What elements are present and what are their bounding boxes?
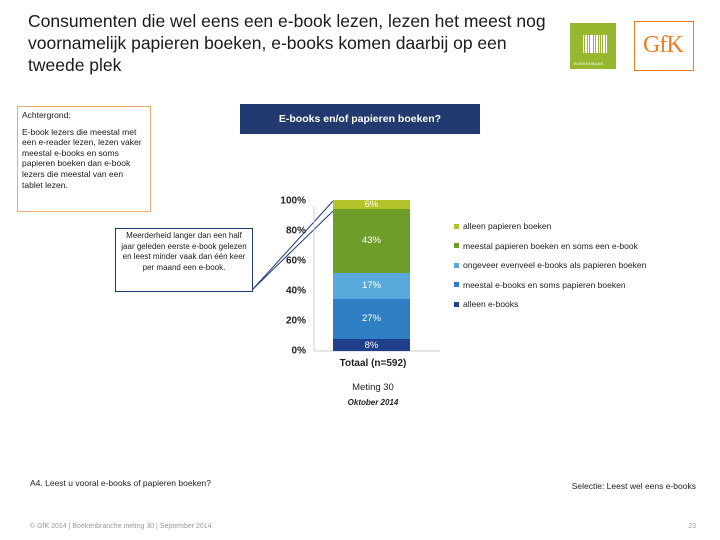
x-axis-category-label: Totaal (n=592) — [339, 358, 407, 369]
background-note-heading: Achtergrond: — [22, 110, 71, 120]
legend-label: alleen e-books — [463, 299, 519, 309]
y-tick-label: 100% — [280, 195, 306, 207]
legend-item: meestal e-books en soms papieren boeken — [454, 280, 626, 290]
legend-swatch — [454, 301, 459, 307]
bar-segment: 6% — [333, 198, 410, 210]
legend-label: ongeveer evenveel e-books als papieren b… — [463, 260, 647, 270]
y-axis-labels: 0% 20% 40% 60% 80% 100% — [270, 0, 306, 540]
legend-item: meestal papieren boeken en soms een e-bo… — [454, 241, 638, 251]
legend-swatch — [454, 223, 459, 229]
legend-label: meestal e-books en soms papieren boeken — [463, 279, 626, 290]
page-number: 23 — [688, 523, 696, 530]
y-tick-label: 20% — [285, 315, 306, 327]
y-tick-label: 60% — [285, 255, 306, 267]
background-note: Achtergrond: E-book lezers die meestal m… — [17, 106, 151, 212]
boekenbank-logo: BOEKENBANK — [570, 23, 616, 69]
footer-copyright: © GfK 2014 | Boekenbranche meting 30 | S… — [30, 523, 212, 530]
legend-item: alleen e-books — [454, 299, 518, 309]
data-label: 27% — [361, 313, 381, 325]
data-label: 43% — [361, 235, 381, 247]
data-label: 8% — [364, 339, 379, 351]
bar-segment: 27% — [333, 298, 410, 339]
y-tick-label: 0% — [291, 345, 306, 357]
bar-segment: 43% — [333, 208, 410, 273]
legend-swatch — [454, 243, 459, 248]
legend-label: alleen papieren boeken — [463, 221, 552, 231]
boekenbank-logo-text: BOEKENBANK — [574, 61, 604, 66]
y-tick-label: 80% — [285, 225, 306, 237]
selection-footnote: Selectie: Leest wel eens e-books — [571, 481, 696, 491]
gfk-logo-text: GfK — [643, 32, 684, 58]
y-tick-label: 40% — [285, 285, 306, 297]
callout-connector-line — [252, 200, 334, 290]
date-label: Oktober 2014 — [347, 398, 399, 407]
legend-swatch — [454, 282, 459, 287]
background-note-text: E-book lezers die meestal met een e-read… — [22, 126, 142, 190]
legend-label: meestal papieren boeken en soms een e-bo… — [463, 240, 638, 251]
bar-segment: 17% — [333, 273, 410, 299]
barcode-icon — [583, 35, 609, 53]
question-banner: E-books en/of papieren boeken? — [240, 104, 480, 134]
legend-item: alleen papieren boeken — [454, 221, 551, 231]
legend-item: ongeveer evenveel e-books als papieren b… — [454, 260, 646, 270]
callout-note: Meerderheid langer dan een half jaar gel… — [115, 228, 253, 292]
meting-label: Meting 30 — [352, 382, 394, 393]
bar-segment: 8% — [333, 339, 410, 351]
gfk-logo: GfK — [634, 21, 694, 71]
data-label: 6% — [364, 198, 379, 210]
page-title: Consumenten die wel eens een e-book leze… — [28, 11, 546, 75]
question-footnote: A4. Leest u vooral e-books of papieren b… — [30, 478, 211, 488]
stacked-bar: 8% 27% 17% 43% 6% — [333, 198, 410, 351]
callout-connector-line — [252, 210, 334, 290]
legend-swatch — [454, 262, 459, 268]
data-label: 17% — [361, 280, 381, 292]
